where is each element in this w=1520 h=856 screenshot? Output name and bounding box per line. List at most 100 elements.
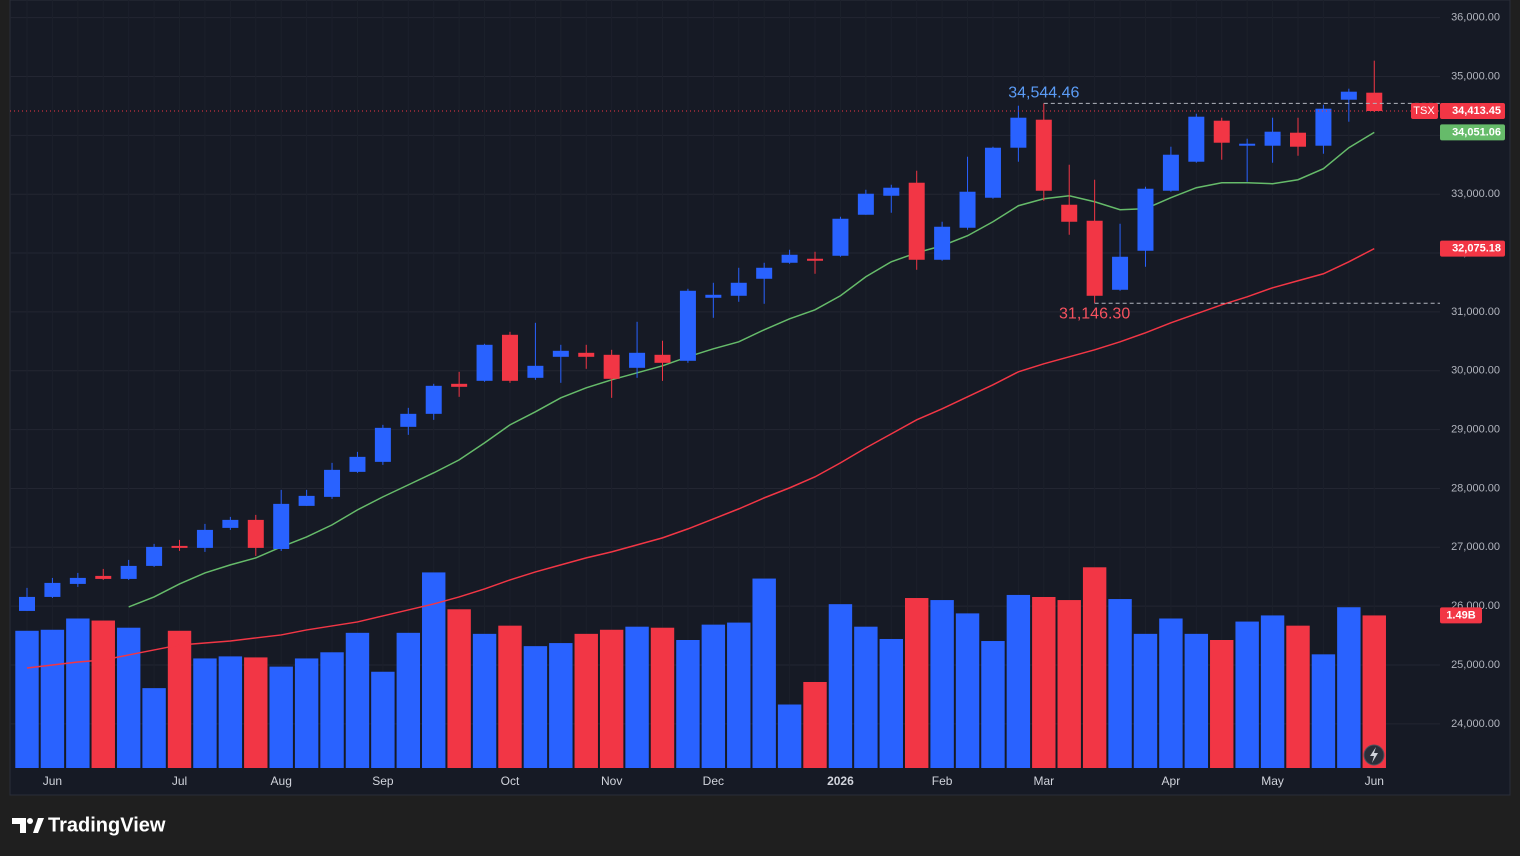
moving-average-tag-box <box>1440 124 1505 141</box>
volume-bar <box>167 630 192 768</box>
moving-average-layer <box>26 131 1375 669</box>
volume-layer <box>15 567 1386 768</box>
candle-body <box>1035 119 1052 191</box>
replay-icon[interactable] <box>1363 744 1385 766</box>
x-tick-label: May <box>1261 774 1284 788</box>
volume-bar <box>193 658 217 768</box>
candle-body <box>781 254 798 263</box>
candle-body <box>451 383 468 387</box>
candle-body <box>95 575 112 579</box>
candle-body <box>832 218 849 256</box>
volume-bar <box>269 666 293 768</box>
candle-body <box>756 267 773 279</box>
volume-bar <box>294 658 319 768</box>
x-tick-label: Aug <box>271 774 292 788</box>
volume-bar <box>676 640 700 768</box>
y-tick-label: 31,000.00 <box>1451 306 1500 318</box>
volume-bar <box>472 633 497 768</box>
volume-bar <box>1057 600 1081 768</box>
volume-bar <box>1133 633 1158 768</box>
moving-average-tag-box <box>1440 240 1505 257</box>
candle-body <box>171 545 188 548</box>
brand-name: TradingView <box>48 814 166 836</box>
candle-body <box>705 294 722 298</box>
volume-bar <box>1184 633 1209 768</box>
volume-bar <box>574 633 598 768</box>
volume-bar <box>1311 654 1336 768</box>
volume-bar <box>727 622 751 768</box>
volume-bar <box>116 627 141 768</box>
y-tick-label: 29,000.00 <box>1451 424 1500 436</box>
candle-body <box>1061 204 1078 222</box>
volume-tag-box <box>1440 607 1482 624</box>
volume-bar <box>828 604 853 768</box>
candle-body <box>324 469 341 497</box>
candle-body <box>908 182 925 260</box>
y-tick-label: 27,000.00 <box>1451 541 1500 553</box>
volume-bar <box>142 688 166 768</box>
moving-average-tag-label: 34,051.06 <box>1452 126 1501 138</box>
moving-average-tag-label: 32,075.18 <box>1452 243 1501 255</box>
volume-bar <box>447 609 471 768</box>
candle-body <box>1366 92 1383 112</box>
x-tick-label: Jul <box>172 774 187 788</box>
candle-body <box>959 191 976 228</box>
low-marker-label: 31,146.30 <box>1059 306 1130 323</box>
volume-bar <box>1362 615 1386 768</box>
x-tick-label: Jun <box>43 774 62 788</box>
candle-body <box>273 503 290 549</box>
x-tick-label: Mar <box>1033 774 1054 788</box>
y-tick-label: 24,000.00 <box>1451 718 1500 730</box>
y-tick-label: 33,000.00 <box>1451 188 1500 200</box>
y-tick-label: 36,000.00 <box>1451 12 1500 24</box>
symbol-tag-box <box>1411 103 1438 120</box>
x-tick-label: Nov <box>601 774 622 788</box>
volume-tag-label: 1.49B <box>1446 609 1475 621</box>
volume-bar <box>854 626 878 768</box>
last-price-tag-box <box>1440 103 1505 120</box>
volume-bar <box>1082 567 1107 768</box>
volume-bar <box>371 671 395 768</box>
volume-bar <box>777 704 802 768</box>
volume-bar <box>803 681 827 768</box>
candle-body <box>222 519 239 528</box>
x-tick-label: Oct <box>501 774 520 788</box>
candle-body <box>807 258 824 261</box>
volume-bar <box>244 657 268 768</box>
candle-body <box>146 546 163 566</box>
volume-bar <box>218 656 243 768</box>
candle-body <box>476 344 493 381</box>
volume-bar <box>91 620 115 768</box>
volume-bar <box>1032 596 1056 768</box>
volume-bar <box>1108 599 1132 768</box>
last-price-tag-label: 34,413.45 <box>1452 105 1501 117</box>
volume-bar <box>701 624 726 768</box>
candle-body <box>400 413 417 427</box>
volume-bar <box>904 598 929 768</box>
candle-body <box>374 427 391 462</box>
candle-body <box>349 456 366 472</box>
candle-body <box>501 334 518 381</box>
volume-bar <box>66 618 90 768</box>
volume-bar <box>40 629 65 768</box>
x-tick-label: Sep <box>372 774 394 788</box>
volume-bar <box>1260 615 1285 768</box>
axis-layer: 24,000.0025,000.0026,000.0027,000.0028,0… <box>43 12 1505 788</box>
volume-bar <box>599 629 624 768</box>
volume-bar <box>625 626 649 768</box>
candle-body <box>69 577 86 584</box>
candle-body <box>1264 131 1281 146</box>
volume-bar <box>1210 640 1234 768</box>
volume-bar <box>320 652 344 768</box>
x-tick-label: Jun <box>1365 774 1384 788</box>
candle-body <box>44 582 61 597</box>
high-marker-label: 34,544.46 <box>1008 85 1079 102</box>
y-tick-label: 25,000.00 <box>1451 659 1500 671</box>
candle-body <box>883 187 900 196</box>
candle-body <box>984 147 1001 198</box>
candle-body <box>1188 116 1205 162</box>
candle-body <box>552 350 569 357</box>
candle-body <box>654 354 671 363</box>
